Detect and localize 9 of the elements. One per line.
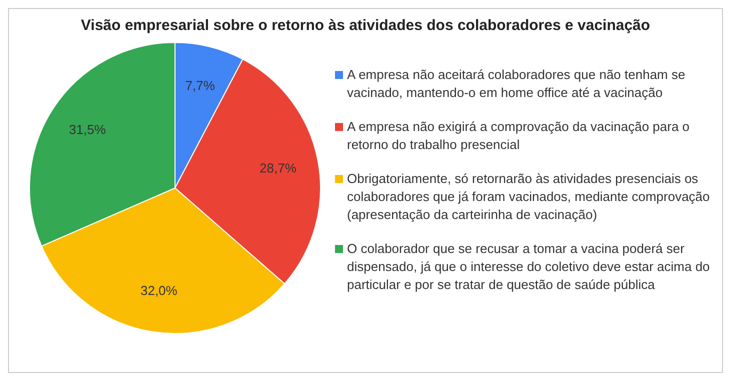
data-label: 31,5%: [68, 122, 106, 138]
legend-label: A empresa não exigirá a comprovação da vacinação para o retorno do trabalho presencial: [347, 118, 691, 154]
data-label: 7,7%: [185, 78, 216, 93]
legend-label: Obrigatoriamente, só retornarão às atividades presenciais os colaboradores que já foram vacinados, mediante comprovação (apresentação da carteirinha de vacinação): [347, 170, 711, 224]
legend-label: A empresa não aceitará colaboradores que não tenham se vacinado, mantendo-o em home office até a vacinação: [347, 66, 686, 102]
data-label: 32,0%: [140, 283, 178, 298]
legend-label: O colaborador que se recusar a tomar a vacina poderá ser dispensado, já que o interesse do coletivo deve estar acima do particular e por se tratar de questão de saúde pública: [347, 240, 711, 294]
data-label: 28,7%: [260, 160, 297, 176]
chart-title: Visão empresarial sobre o retorno às atividades dos colaboradores e vacinação: [80, 17, 652, 34]
